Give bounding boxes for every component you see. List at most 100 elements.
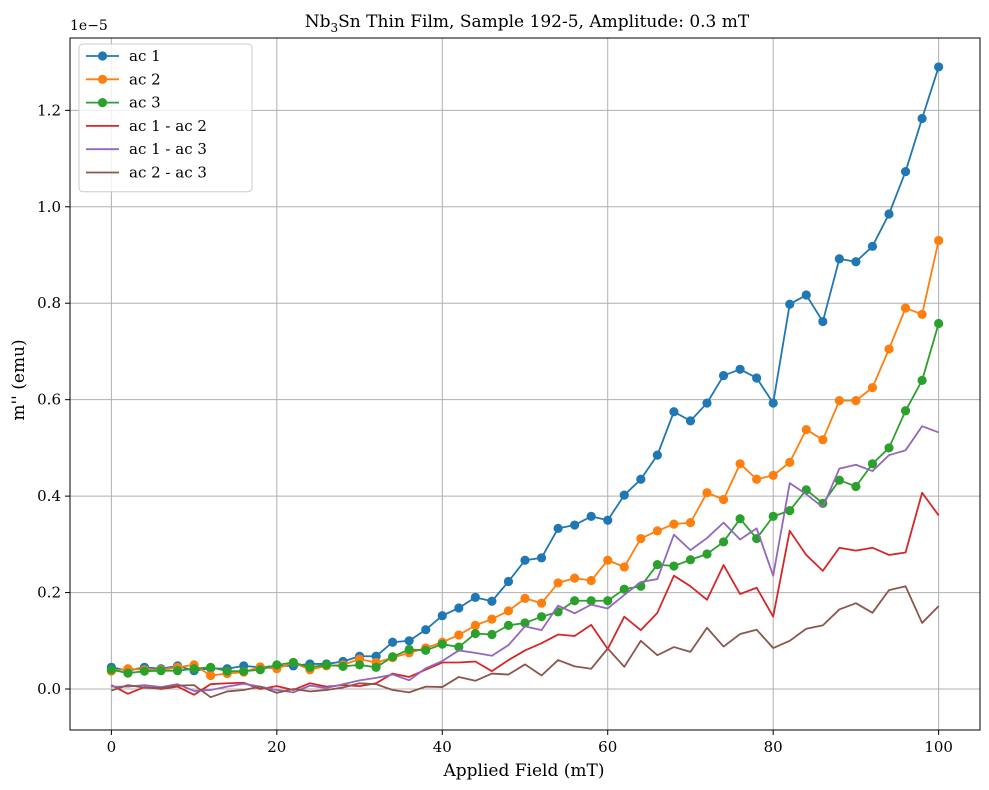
data-point-series-2: [619, 562, 629, 572]
y-tick-label: 0.6: [37, 391, 61, 409]
x-tick-label: 100: [924, 738, 953, 756]
data-point-series-1: [437, 611, 447, 621]
data-point-series-1: [536, 553, 547, 563]
data-point-series-3: [338, 661, 348, 671]
x-tick-label: 80: [764, 738, 783, 756]
data-point-series-1: [818, 316, 828, 327]
legend-swatch-marker-3: [97, 98, 108, 108]
data-point-series-3: [206, 662, 216, 672]
data-point-series-2: [867, 383, 878, 393]
data-point-series-1: [785, 299, 795, 309]
data-point-series-2: [785, 457, 795, 467]
data-point-series-1: [503, 576, 514, 587]
data-point-series-1: [702, 398, 712, 408]
data-point-series-1: [867, 241, 878, 251]
data-point-series-1: [586, 511, 596, 521]
legend-box: [78, 43, 253, 193]
legend-label-5: ac 1 - ac 3: [129, 140, 207, 158]
data-point-series-2: [570, 573, 580, 583]
y-tick-label: 1.2: [37, 101, 61, 119]
data-point-series-3: [255, 665, 265, 675]
data-point-series-2: [487, 614, 497, 624]
x-tick-label: 0: [107, 738, 117, 756]
data-point-series-3: [437, 639, 447, 649]
data-point-series-1: [917, 113, 927, 124]
data-point-series-3: [305, 662, 315, 672]
legend-label-6: ac 2 - ac 3: [129, 164, 207, 182]
data-point-series-3: [454, 642, 464, 652]
data-point-series-3: [106, 665, 116, 675]
data-point-series-2: [586, 575, 596, 586]
data-point-series-3: [272, 660, 282, 670]
data-point-series-1: [454, 603, 464, 613]
data-point-series-3: [685, 555, 696, 565]
data-point-series-3: [934, 318, 944, 329]
data-point-series-3: [470, 628, 480, 639]
data-point-series-3: [421, 645, 431, 656]
data-point-series-1: [801, 290, 811, 300]
data-point-series-1: [520, 555, 530, 565]
data-point-series-2: [520, 593, 530, 603]
data-point-series-3: [702, 549, 712, 559]
data-point-series-3: [123, 668, 133, 678]
data-point-series-1: [619, 490, 629, 500]
data-point-series-1: [851, 257, 861, 267]
data-point-series-2: [702, 488, 712, 498]
data-point-series-1: [553, 523, 563, 534]
data-point-series-3: [321, 660, 332, 670]
data-point-series-1: [834, 254, 844, 264]
chart-title: Nb3Sn Thin Film, Sample 192-5, Amplitude…: [305, 12, 750, 35]
data-point-series-2: [735, 459, 745, 469]
data-point-series-3: [172, 666, 183, 676]
legend-label-4: ac 1 - ac 2: [129, 117, 207, 135]
series-line-5: [111, 425, 939, 694]
data-point-series-3: [536, 612, 547, 622]
data-point-series-1: [685, 416, 696, 426]
data-point-series-3: [388, 652, 398, 662]
data-point-series-2: [768, 470, 778, 480]
data-point-series-2: [752, 474, 762, 484]
data-point-series-2: [652, 526, 662, 536]
data-point-series-2: [851, 396, 861, 406]
data-point-series-3: [884, 443, 894, 453]
data-point-series-1: [487, 596, 497, 606]
data-point-series-1: [404, 636, 414, 646]
axes-frame: [69, 37, 981, 731]
chart-title-main: Nb: [305, 12, 331, 32]
data-point-series-2: [801, 424, 811, 435]
chart-title-subscript: 3: [331, 21, 339, 35]
legend: ac 1 ac 2 ac 3 ac 1 - ac 2 ac 1 - ac 3 ac 2 -…: [78, 43, 253, 193]
plot-area: 0 20 40 60 80 100 0.0 0.2 0.4 0.6 0.8 1.0 1.2: [37, 37, 981, 756]
data-point-series-3: [603, 596, 613, 606]
data-point-series-1: [752, 373, 762, 383]
data-point-series-3: [570, 596, 580, 606]
data-point-series-3: [520, 618, 530, 628]
data-point-series-1: [388, 637, 398, 647]
data-point-series-3: [900, 406, 911, 416]
data-point-series-1: [718, 370, 729, 381]
y-axis-offset-label: 1e−5: [70, 18, 108, 34]
series-line-6: [111, 585, 940, 699]
data-point-series-2: [603, 555, 613, 565]
legend-label-1: ac 1: [129, 47, 161, 65]
legend-swatch-marker-1: [97, 51, 108, 61]
data-point-series-1: [735, 364, 745, 374]
data-point-series-2: [470, 620, 480, 630]
data-point-series-2: [206, 670, 216, 681]
data-point-series-1: [470, 592, 480, 602]
data-point-series-3: [586, 596, 596, 606]
data-point-series-1: [603, 515, 613, 525]
data-point-series-3: [652, 559, 662, 570]
data-point-series-1: [768, 398, 778, 408]
y-tick-label: 0.4: [37, 487, 61, 505]
y-tick-label: 1.0: [37, 198, 61, 216]
data-point-series-3: [669, 561, 679, 571]
data-point-series-3: [288, 657, 298, 668]
data-point-series-1: [636, 474, 646, 484]
data-point-series-3: [718, 537, 729, 547]
data-point-series-3: [239, 666, 249, 676]
data-point-series-1: [652, 450, 662, 460]
data-point-series-1: [669, 407, 679, 417]
chart-title-rest: Sn Thin Film, Sample 192-5, Amplitude: 0…: [338, 12, 750, 32]
